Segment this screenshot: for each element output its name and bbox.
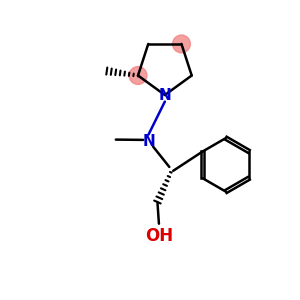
Text: OH: OH [145,227,173,245]
Circle shape [129,67,147,84]
Text: N: N [142,134,155,148]
Text: N: N [158,88,171,103]
Circle shape [172,35,190,53]
